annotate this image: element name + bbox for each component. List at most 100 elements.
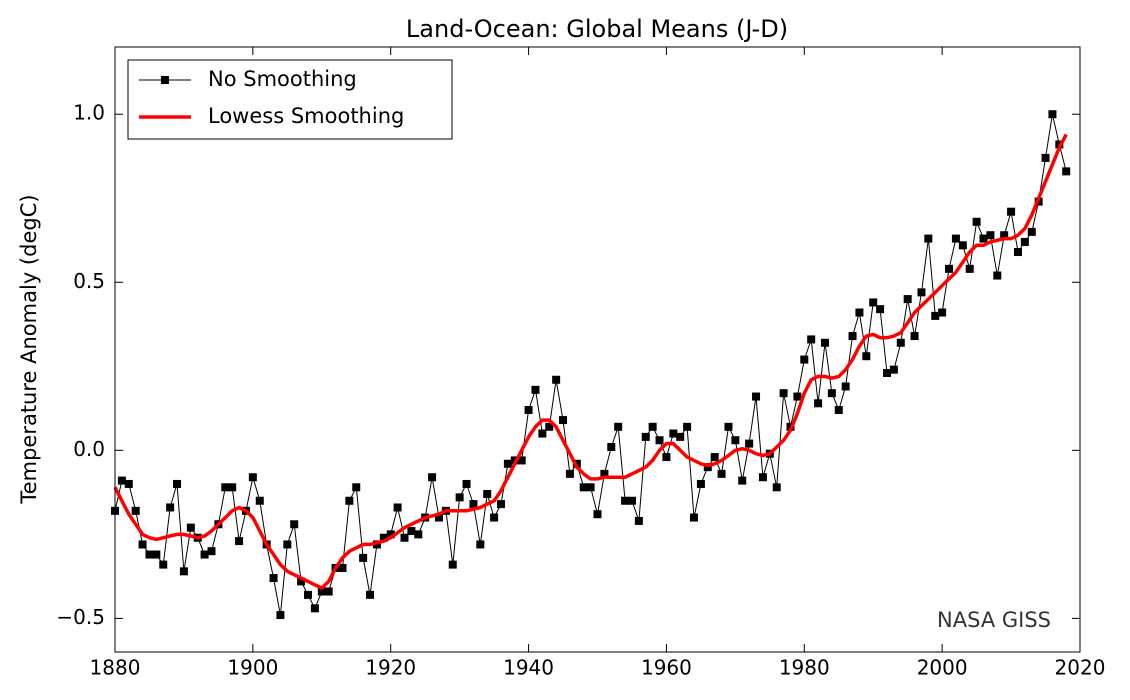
y-tick-label: 0.0 [73,437,105,461]
data-point [366,590,375,599]
data-point [627,496,636,505]
data-point [166,503,175,512]
data-point [503,459,512,468]
data-point [772,483,781,492]
data-point [559,416,568,425]
data-point [497,500,505,509]
data-point [876,305,885,314]
data-point [586,483,595,492]
data-point [951,234,960,243]
data-point [565,469,574,478]
data-point [683,422,692,431]
data-point [1041,153,1050,162]
data-point [758,473,767,482]
data-point [276,611,285,620]
data-point [186,523,195,532]
data-point [889,365,898,374]
data-point [138,540,147,549]
data-point [648,422,657,431]
legend-label: Lowess Smoothing [208,104,404,128]
data-point [338,563,347,572]
data-point [724,422,733,431]
data-point [455,493,464,502]
data-point [297,577,306,586]
legend-marker [161,76,169,84]
data-point [779,389,788,398]
x-tick-label: 2000 [917,656,968,680]
data-point [1000,231,1009,240]
data-point [710,453,719,462]
series-line [113,133,1068,590]
data-point [207,547,216,556]
data-point [228,483,237,492]
x-tick-label: 2020 [1055,656,1106,680]
data-point [641,432,650,441]
data-point [283,540,292,549]
data-point [448,560,457,569]
data-point [669,429,678,438]
data-point [317,587,326,596]
data-point [896,338,905,347]
data-point [827,389,836,398]
data-point [386,530,395,539]
series-line [114,113,1067,616]
data-point [462,479,471,488]
data-point [593,510,602,519]
data-point [848,332,857,341]
x-tick-label: 1960 [641,656,692,680]
legend-box [127,59,453,140]
data-point [862,352,871,361]
data-point [379,533,388,542]
data-point [869,298,878,307]
x-tick-label: 1940 [503,656,554,680]
data-point [717,469,726,478]
data-point [1048,110,1057,119]
data-point [655,436,664,445]
data-point [476,540,485,549]
data-point [600,469,609,478]
data-point [814,399,823,408]
data-point [752,392,761,401]
data-point [545,422,554,431]
data-point [883,369,891,378]
data-point [255,496,264,505]
data-point [483,490,492,499]
data-point [607,442,616,451]
data-point [1007,207,1016,216]
legend-label: No Smoothing [208,67,357,91]
data-point [152,550,161,559]
data-point [621,496,630,505]
data-point [903,295,912,304]
data-point [820,338,829,347]
data-point [745,439,754,448]
data-point [200,550,209,559]
data-point [910,332,919,341]
data-point [179,567,188,576]
data-point [393,503,402,512]
data-point [173,479,182,488]
data-point [324,587,333,596]
data-point [117,476,126,485]
data-point [662,453,671,462]
data-point [538,429,547,438]
data-point [1020,237,1029,246]
data-point [131,506,140,515]
x-tick-label: 1980 [779,656,830,680]
data-point [958,241,967,250]
data-point [414,530,423,539]
data-point [290,520,299,529]
data-point [938,308,947,317]
data-point [696,479,705,488]
data-point [924,234,933,243]
data-point [690,513,698,522]
x-tick-label: 1880 [90,656,141,680]
data-point [248,473,257,482]
data-point [793,392,802,401]
data-point [972,217,981,226]
data-point [345,496,354,505]
data-point [993,271,1002,280]
data-point [407,527,416,535]
data-point [469,500,478,509]
data-point [579,483,588,492]
